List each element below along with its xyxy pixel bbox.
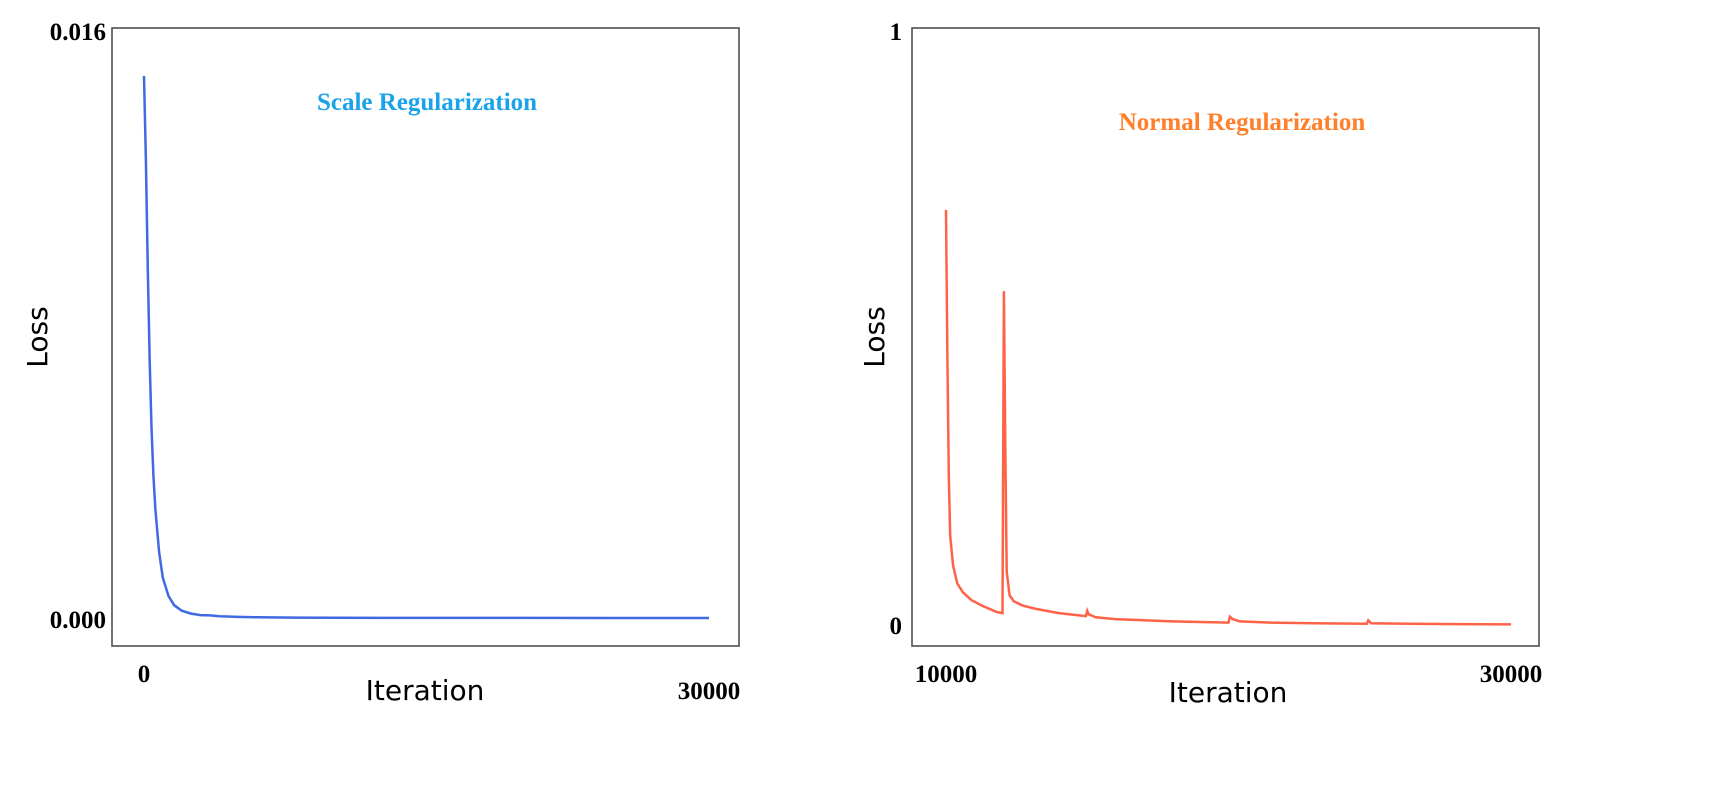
y-tick-label: 0	[890, 613, 903, 640]
x-axis-label: Iteration	[366, 674, 485, 707]
normal-regularization-plot: 1 0 10000 30000 Iteration Loss Normal Re…	[858, 19, 1542, 709]
plot-frame	[111, 27, 740, 647]
y-tick-label: 0.000	[50, 607, 106, 634]
x-tick-label: 10000	[915, 661, 978, 688]
x-tick-label: 30000	[678, 678, 741, 705]
y-tick-label: 1	[890, 19, 903, 46]
y-axis-label: Loss	[858, 306, 891, 367]
y-tick-label: 0.016	[50, 19, 106, 46]
series-line	[142, 75, 709, 620]
x-tick-label: 30000	[1480, 661, 1543, 688]
chart-title: Scale Regularization	[317, 89, 537, 116]
series-line	[944, 209, 1512, 626]
x-axis-label: Iteration	[1169, 676, 1288, 709]
chart-title: Normal Regularization	[1119, 109, 1366, 136]
x-tick-label: 0	[138, 661, 151, 688]
scale-regularization-plot: 0.016 0.000 0 30000 Iteration Loss Scale…	[21, 19, 740, 707]
y-axis-label: Loss	[21, 306, 54, 367]
plot-frame	[911, 27, 1540, 647]
